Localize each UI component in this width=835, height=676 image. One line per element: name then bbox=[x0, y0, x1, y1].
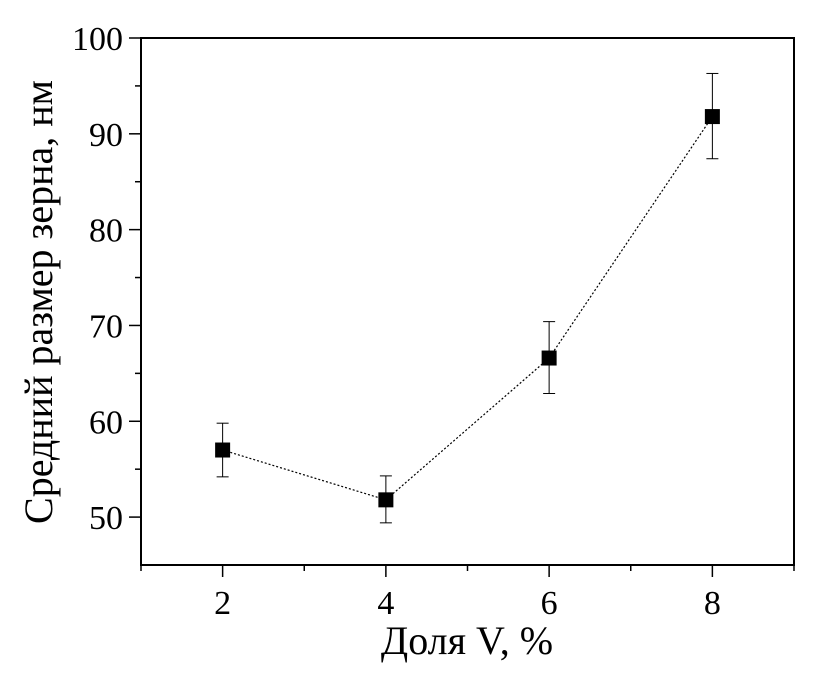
x-tick-label: 2 bbox=[214, 585, 231, 622]
plot-area bbox=[140, 37, 795, 566]
data-point-marker bbox=[378, 492, 394, 508]
plot-frame bbox=[140, 37, 795, 566]
data-point-marker bbox=[215, 442, 231, 458]
data-point-marker bbox=[541, 350, 557, 366]
x-axis-title: Доля V, % bbox=[381, 618, 553, 663]
y-tick-label: 50 bbox=[89, 500, 123, 537]
series-line bbox=[222, 116, 713, 501]
ticks: 2 4 6 8 50 60 70 80 90 100 bbox=[72, 21, 795, 622]
series-layer bbox=[215, 72, 720, 524]
y-tick-label: 60 bbox=[89, 404, 123, 441]
y-tick-label: 90 bbox=[89, 117, 123, 154]
x-tick-label: 8 bbox=[704, 585, 721, 622]
data-point-marker bbox=[704, 109, 720, 125]
y-axis-title: Средний размер зерна, нм bbox=[16, 80, 61, 524]
x-tick-label: 4 bbox=[377, 585, 394, 622]
x-tick-label: 6 bbox=[541, 585, 558, 622]
y-tick-label: 80 bbox=[89, 213, 123, 250]
y-tick-label: 100 bbox=[72, 21, 123, 58]
y-tick-label: 70 bbox=[89, 308, 123, 345]
